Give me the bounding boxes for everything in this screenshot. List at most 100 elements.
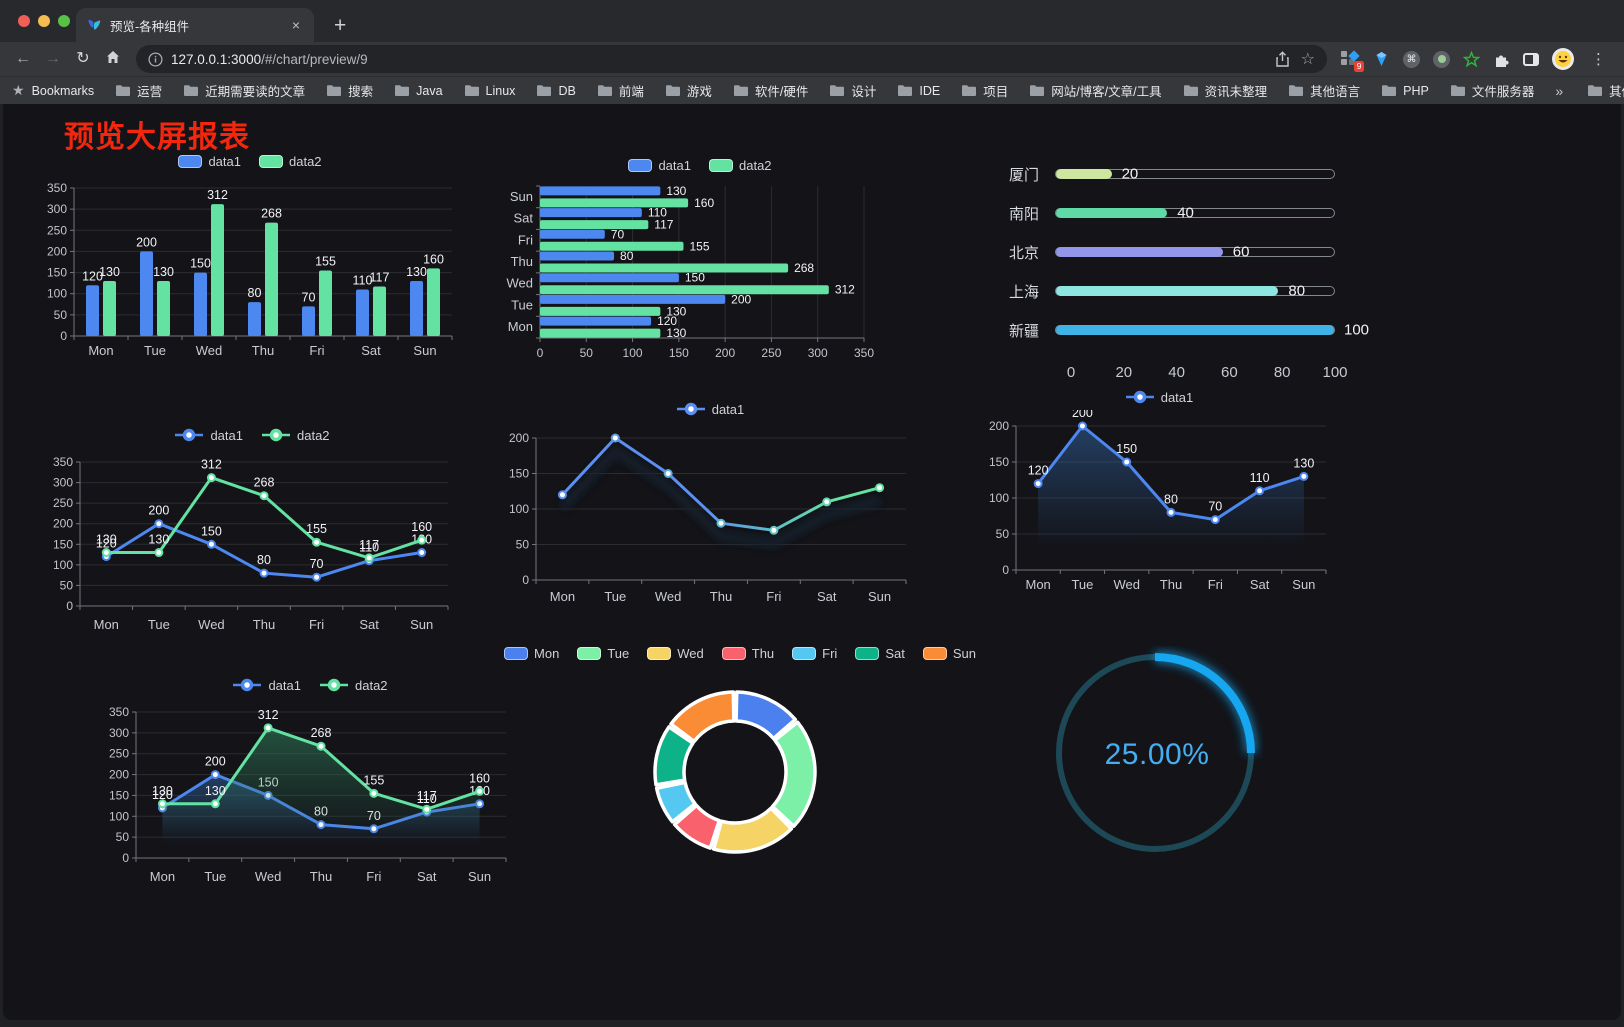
svg-text:312: 312 [258, 708, 279, 722]
bookmark-folder[interactable]: 前端 [597, 81, 644, 100]
svg-text:110: 110 [1250, 471, 1270, 485]
svg-text:Mon: Mon [88, 343, 113, 358]
page-info-icon[interactable] [148, 51, 163, 67]
svg-text:350: 350 [854, 346, 874, 360]
bookmark-folder[interactable]: 运营 [115, 81, 162, 100]
svg-text:117: 117 [370, 271, 390, 285]
extensions-puzzle-icon[interactable] [1493, 51, 1510, 68]
chart-progress-bars: 厦门 20 南阳 40 北京 60 上海 80 新疆 100 0 20 40 60 80 100 [993, 156, 1383, 388]
legend-item[interactable]: Sat [855, 646, 905, 661]
legend-item[interactable]: data1 [232, 678, 301, 693]
svg-text:80: 80 [248, 286, 262, 300]
tab-close-icon[interactable]: × [291, 17, 300, 33]
bookmark-folder[interactable]: 游戏 [665, 81, 712, 100]
bookmark-folder[interactable]: 文件服务器 [1450, 81, 1534, 100]
extension-grid-icon[interactable]: 9 [1341, 49, 1364, 72]
bookmark-folder[interactable]: 其他语言 [1288, 81, 1360, 100]
legend-item[interactable]: data2 [709, 158, 772, 173]
legend-item[interactable]: data1 [628, 158, 691, 173]
svg-text:Sun: Sun [410, 617, 433, 632]
progress-track: 20 [1055, 166, 1335, 183]
svg-text:Mon: Mon [550, 589, 575, 604]
legend-item[interactable]: Sun [922, 646, 976, 661]
legend-item[interactable]: data1 [174, 428, 243, 443]
close-window-button[interactable] [18, 15, 30, 27]
legend-item[interactable]: data1 [676, 402, 744, 417]
url-text[interactable]: 127.0.0.1:3000/#/chart/preview/9 [171, 52, 1264, 67]
svg-text:130: 130 [666, 326, 686, 340]
svg-text:300: 300 [53, 476, 73, 490]
progress-value: 100 [1344, 321, 1370, 339]
legend-item[interactable]: data1 [178, 154, 241, 169]
chart-legend: data1 data2 [498, 152, 902, 178]
legend-item[interactable]: data2 [259, 154, 322, 169]
svg-text:130: 130 [406, 265, 427, 279]
extension-star-icon[interactable] [1463, 50, 1480, 68]
legend-item[interactable]: Wed [647, 646, 704, 661]
bookmark-folder[interactable]: IDE [897, 81, 940, 100]
svg-text:130: 130 [96, 533, 117, 547]
extension-command-icon[interactable]: ⌘ [1403, 50, 1420, 68]
zoom-window-button[interactable] [58, 15, 70, 27]
svg-text:100: 100 [109, 809, 129, 823]
bookmark-folder[interactable]: 项目 [961, 81, 1008, 100]
svg-text:155: 155 [306, 522, 327, 536]
extension-record-icon[interactable] [1433, 50, 1450, 68]
bookmark-folder[interactable]: DB [536, 81, 576, 100]
bookmark-folder[interactable]: Linux [464, 81, 515, 100]
progress-value: 80 [1288, 282, 1306, 300]
svg-text:Tue: Tue [604, 589, 626, 604]
legend-item[interactable]: Fri [792, 646, 837, 661]
legend-item[interactable]: Thu [721, 646, 774, 661]
bookmark-folder-label: Java [416, 83, 443, 98]
svg-text:130: 130 [99, 265, 120, 279]
legend-item[interactable]: data1 [1125, 390, 1193, 405]
svg-text:50: 50 [54, 308, 68, 322]
browser-tab[interactable]: 预览-各种组件 × [76, 8, 314, 42]
svg-text:110: 110 [648, 206, 667, 220]
chart-donut: Mon Tue Wed Thu Fri Sat Sun [504, 638, 976, 862]
home-button[interactable] [98, 49, 128, 69]
svg-text:150: 150 [669, 346, 689, 360]
svg-text:Mon: Mon [94, 617, 119, 632]
address-bar[interactable]: 127.0.0.1:3000/#/chart/preview/9 ☆ [136, 45, 1327, 73]
forward-button[interactable]: → [45, 50, 61, 67]
profile-avatar[interactable] [1552, 48, 1574, 70]
legend-item[interactable]: Mon [504, 646, 559, 661]
bookmark-folder[interactable]: 资讯未整理 [1183, 81, 1267, 100]
new-tab-button[interactable]: + [334, 14, 347, 37]
legend-item[interactable]: Tue [577, 646, 629, 661]
bookmarks-manager[interactable]: ★ Bookmarks [12, 82, 94, 99]
bookmark-folder[interactable]: 软件/硬件 [733, 81, 808, 100]
minimize-window-button[interactable] [38, 15, 50, 27]
svg-text:130: 130 [666, 184, 686, 198]
bookmark-folder[interactable]: 网站/博客/文章/工具 [1029, 81, 1162, 100]
bookmarks-overflow-chevron[interactable]: » [1555, 82, 1564, 99]
other-bookmarks-folder[interactable]: 其他书签 [1587, 81, 1624, 100]
svg-text:Tue: Tue [204, 869, 226, 884]
bookmark-star-icon[interactable]: ☆ [1300, 51, 1315, 68]
svg-text:Thu: Thu [252, 343, 274, 358]
svg-text:50: 50 [116, 830, 130, 844]
bookmark-folder[interactable]: 近期需要读的文章 [183, 81, 305, 100]
extension-gem-icon[interactable] [1373, 51, 1390, 67]
svg-text:150: 150 [201, 524, 222, 538]
progress-fill [1056, 169, 1112, 179]
browser-menu-icon[interactable]: ⋮ [1591, 51, 1606, 68]
legend-item[interactable]: data2 [319, 678, 388, 693]
svg-text:250: 250 [109, 747, 129, 761]
svg-text:Sat: Sat [817, 589, 837, 604]
bookmark-folder[interactable]: 搜索 [326, 81, 373, 100]
svg-text:160: 160 [411, 520, 432, 534]
legend-item[interactable]: data2 [261, 428, 330, 443]
legend-label: data2 [297, 427, 330, 443]
share-icon[interactable] [1274, 50, 1291, 68]
side-panel-icon[interactable] [1523, 52, 1539, 66]
bookmark-folder[interactable]: PHP [1381, 81, 1429, 100]
progress-label: 南阳 [1009, 205, 1040, 223]
bookmark-folder[interactable]: Java [394, 81, 443, 100]
chart-grouped-bar: data1 data2 0 50 100 150 200 250 300 350 Mon 120 130… [38, 148, 462, 362]
back-button[interactable]: ← [15, 50, 31, 67]
bookmark-folder[interactable]: 设计 [829, 81, 876, 100]
reload-button[interactable]: ↻ [76, 50, 90, 67]
